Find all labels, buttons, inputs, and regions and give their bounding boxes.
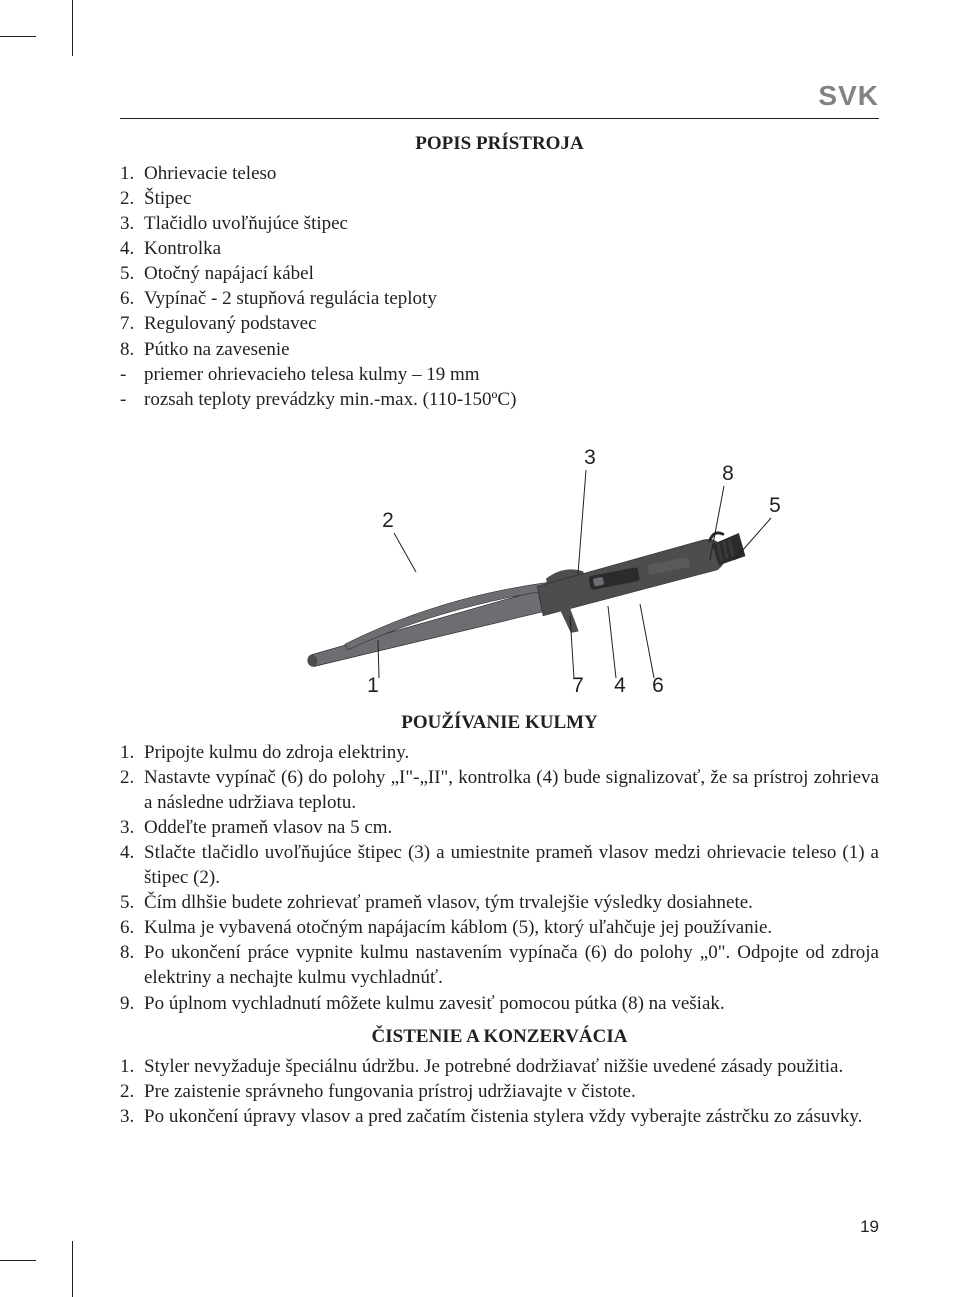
list-item-number: 6. [120,915,144,940]
list-item-text: rozsah teploty prevádzky min.-max. (110-… [144,387,879,412]
list-item-text: Kulma je vybavená otočným napájacím kábl… [144,915,879,940]
list-item-number: - [120,362,144,387]
list-popis: 1.Ohrievacie teleso2.Štipec3.Tlačidlo uv… [120,161,879,412]
list-item-text: Styler nevyžaduje špeciálnu údržbu. Je p… [144,1054,879,1079]
list-item-number: 7. [120,311,144,336]
list-item-number: 2. [120,765,144,815]
list-item: 8.Po ukončení práce vypnite kulmu nastav… [120,940,879,990]
list-item: 4.Stlačte tlačidlo uvoľňujúce štipec (3)… [120,840,879,890]
list-item-text: Stlačte tlačidlo uvoľňujúce štipec (3) a… [144,840,879,890]
crop-mark [0,36,36,37]
list-item: 9.Po úplnom vychladnutí môžete kulmu zav… [120,991,879,1016]
list-item: 1.Ohrievacie teleso [120,161,879,186]
list-item-text: Kontrolka [144,236,879,261]
list-item-number: 3. [120,815,144,840]
list-cistenie: 1.Styler nevyžaduje špeciálnu údržbu. Je… [120,1054,879,1129]
list-item-number: 4. [120,236,144,261]
list-item-text: Po ukončení práce vypnite kulmu nastaven… [144,940,879,990]
list-item: 5.Otočný napájací kábel [120,261,879,286]
list-item: 3.Tlačidlo uvoľňujúce štipec [120,211,879,236]
list-item-number: - [120,387,144,412]
list-item-text: priemer ohrievacieho telesa kulmy – 19 m… [144,362,879,387]
list-item-number: 2. [120,186,144,211]
list-item-text: Štipec [144,186,879,211]
list-item-number: 3. [120,211,144,236]
list-item-text: Po ukončení úpravy vlasov a pred začatím… [144,1104,879,1129]
list-item-number: 1. [120,740,144,765]
list-item: -rozsah teploty prevádzky min.-max. (110… [120,387,879,412]
list-item: 4.Kontrolka [120,236,879,261]
list-item-text: Regulovaný podstavec [144,311,879,336]
product-diagram: 1 2 3 4 5 6 7 8 [220,442,780,702]
list-pouzivanie: 1.Pripojte kulmu do zdroja elektriny.2.N… [120,740,879,1016]
svg-text:4: 4 [614,674,626,697]
list-item: 2.Štipec [120,186,879,211]
section-title-cistenie: ČISTENIE A KONZERVÁCIA [120,1026,879,1048]
list-item: -priemer ohrievacieho telesa kulmy – 19 … [120,362,879,387]
svg-text:7: 7 [572,674,584,697]
list-item-number: 5. [120,890,144,915]
page-content: SVK POPIS PRÍSTROJA 1.Ohrievacie teleso2… [120,80,879,1237]
list-item-number: 5. [120,261,144,286]
list-item-number: 9. [120,991,144,1016]
list-item-number: 1. [120,1054,144,1079]
list-item-number: 1. [120,161,144,186]
list-item: 1.Styler nevyžaduje špeciálnu údržbu. Je… [120,1054,879,1079]
svg-text:2: 2 [382,509,394,532]
list-item-text: Oddeľte prameň vlasov na 5 cm. [144,815,879,840]
list-item: 3.Oddeľte prameň vlasov na 5 cm. [120,815,879,840]
language-label: SVK [120,80,879,119]
list-item: 6.Kulma je vybavená otočným napájacím ká… [120,915,879,940]
list-item-number: 3. [120,1104,144,1129]
svg-text:3: 3 [584,446,596,469]
svg-text:6: 6 [652,674,664,697]
list-item-text: Pútko na zavesenie [144,337,879,362]
list-item: 2.Pre zaistenie správneho fungovania prí… [120,1079,879,1104]
crop-mark [72,1241,73,1297]
list-item-text: Otočný napájací kábel [144,261,879,286]
crop-mark [72,0,73,56]
svg-text:1: 1 [367,674,379,697]
list-item-text: Vypínač - 2 stupňová regulácia teploty [144,286,879,311]
list-item-text: Ohrievacie teleso [144,161,879,186]
list-item: 3.Po ukončení úpravy vlasov a pred začat… [120,1104,879,1129]
list-item: 5.Čím dlhšie budete zohrievať prameň vla… [120,890,879,915]
list-item-number: 6. [120,286,144,311]
list-item: 1.Pripojte kulmu do zdroja elektriny. [120,740,879,765]
list-item-number: 2. [120,1079,144,1104]
list-item-text: Tlačidlo uvoľňujúce štipec [144,211,879,236]
page-number: 19 [860,1217,879,1237]
curling-iron-diagram: 1 2 3 4 5 6 7 8 [220,442,780,702]
list-item-text: Nastavte vypínač (6) do polohy „I"-„II",… [144,765,879,815]
list-item-number: 4. [120,840,144,890]
list-item: 8.Pútko na zavesenie [120,337,879,362]
list-item: 2.Nastavte vypínač (6) do polohy „I"-„II… [120,765,879,815]
list-item-text: Pre zaistenie správneho fungovania príst… [144,1079,879,1104]
list-item-number: 8. [120,337,144,362]
list-item-text: Pripojte kulmu do zdroja elektriny. [144,740,879,765]
crop-mark [0,1260,36,1261]
list-item: 7.Regulovaný podstavec [120,311,879,336]
list-item-number: 8. [120,940,144,990]
svg-text:8: 8 [722,462,734,485]
svg-text:5: 5 [769,494,780,517]
list-item: 6.Vypínač - 2 stupňová regulácia teploty [120,286,879,311]
list-item-text: Čím dlhšie budete zohrievať prameň vlaso… [144,890,879,915]
list-item-text: Po úplnom vychladnutí môžete kulmu zaves… [144,991,879,1016]
section-title-pouzivanie: POUŽÍVANIE KULMY [120,712,879,734]
section-title-popis: POPIS PRÍSTROJA [120,133,879,155]
